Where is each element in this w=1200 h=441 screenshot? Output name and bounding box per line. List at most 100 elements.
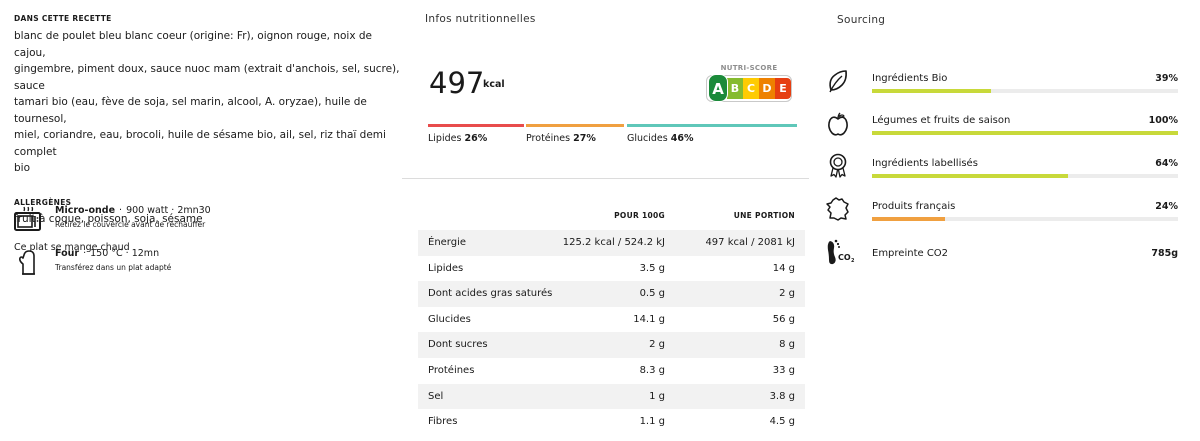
row-value-portion: 8 g	[779, 339, 795, 351]
sourcing-value: 24%	[1155, 201, 1178, 212]
table-header: Pour 100g Une portion	[418, 204, 805, 230]
sourcing-label: Ingrédients labellisés	[872, 158, 978, 169]
nutri-grade-b: B	[727, 78, 743, 99]
nutri-grade-e: E	[775, 78, 791, 99]
table-row: Glucides 14.1 g 56 g	[418, 307, 805, 333]
row-label: Fibres	[428, 416, 458, 428]
sourcing-bar-track	[872, 131, 1178, 135]
row-value-100g: 2 g	[649, 339, 665, 351]
ingredients-line: miel, coriandre, eau, brocoli, huile de …	[14, 129, 386, 158]
row-label: Dont acides gras saturés	[428, 288, 553, 300]
row-label: Lipides	[428, 262, 464, 274]
macro-name: Protéines	[526, 133, 571, 144]
macro-lipides: Lipides 26%	[428, 133, 487, 144]
row-value-100g: 8.3 g	[639, 364, 665, 376]
table-row: Lipides 3.5 g 14 g	[418, 256, 805, 282]
oven-mitt-icon	[19, 250, 35, 275]
macro-bar-glucides	[627, 124, 797, 127]
row-label: Dont sucres	[428, 339, 488, 351]
row-value-portion: 33 g	[772, 364, 795, 376]
prep-instruction: Transférez dans un plat adapté	[55, 263, 172, 272]
row-value-portion: 497 kcal / 2081 kJ	[705, 237, 795, 248]
section-divider	[402, 178, 809, 179]
nutri-grade-d: D	[759, 78, 775, 99]
row-value-100g: 1.1 g	[639, 416, 665, 428]
macro-percent: 46%	[670, 133, 694, 144]
prep-instruction: Retirez le couvercle avant de réchauffer	[55, 220, 206, 229]
sourcing-title: Sourcing	[837, 14, 886, 26]
sourcing-bar-fill	[872, 89, 992, 93]
prep-separator: ·	[119, 205, 123, 216]
macro-percent: 26%	[464, 133, 488, 144]
ingredients-line: gingembre, piment doux, sauce nuoc mam (…	[14, 63, 400, 92]
macro-bar-proteines	[526, 124, 624, 127]
microwave-icon	[14, 206, 41, 231]
nutri-grade-a: A	[708, 74, 728, 102]
row-label: Sel	[428, 390, 444, 402]
row-value-100g: 14.1 g	[633, 313, 665, 325]
ingredients-heading: Dans cette recette	[14, 14, 112, 23]
macro-proteines: Protéines 27%	[526, 133, 596, 144]
nutri-score-badge: NUTRI-SCORE A B C D E	[706, 64, 792, 102]
row-value-100g: 1 g	[649, 390, 665, 402]
table-row: Protéines 8.3 g 33 g	[418, 358, 805, 384]
france-map-icon	[826, 197, 849, 221]
sourcing-label: Légumes et fruits de saison	[872, 115, 1011, 126]
sourcing-label: Produits français	[872, 201, 956, 212]
serving-note: Ce plat se mange chaud	[14, 241, 130, 253]
header-per-portion: Une portion	[733, 211, 795, 220]
prep-detail: 150 °C · 12mn	[90, 248, 160, 259]
co2-footprint-icon: CO 2	[827, 239, 855, 265]
ingredients-line: bio	[14, 162, 31, 174]
table-row: Dont sucres 2 g 8 g	[418, 332, 805, 358]
sourcing-value: 64%	[1155, 158, 1178, 169]
row-value-portion: 56 g	[772, 313, 795, 325]
macro-percent: 27%	[573, 133, 596, 144]
prep-title: Micro-onde	[55, 205, 116, 216]
leaf-icon	[829, 70, 847, 93]
table-row: Sel 1 g 3.8 g	[418, 383, 805, 410]
table-row: Dont acides gras saturés 0.5 g 2 g	[418, 281, 805, 307]
sourcing-bar-fill	[872, 174, 1068, 178]
prep-title: Four	[55, 248, 80, 259]
nutri-score-label: NUTRI-SCORE	[720, 64, 778, 72]
row-label: Glucides	[428, 313, 471, 325]
sourcing-bar-track	[872, 174, 1178, 178]
svg-text:CO: CO	[838, 253, 851, 262]
recipe-section: Dans cette recette blanc de poulet bleu …	[14, 14, 404, 253]
header-per-100g: Pour 100g	[614, 211, 665, 220]
ingredients-line: blanc de poulet bleu blanc coeur (origin…	[14, 30, 373, 59]
row-value-100g: 3.5 g	[639, 262, 665, 274]
prep-separator: ·	[83, 248, 87, 259]
macro-bar-lipides	[428, 124, 524, 127]
row-label: Protéines	[428, 364, 475, 376]
sourcing-value: 100%	[1148, 115, 1178, 126]
row-value-portion: 14 g	[772, 262, 795, 274]
table-row: Énergie 125.2 kcal / 524.2 kJ 497 kcal /…	[418, 230, 805, 256]
prep-detail: 900 watt · 2mn30	[126, 205, 211, 216]
sourcing-label: Empreinte CO2	[872, 248, 949, 259]
ingredients-line: tamari bio (eau, fève de soja, sel marin…	[14, 96, 367, 125]
apple-icon	[828, 112, 848, 136]
nutrition-title: Infos nutritionnelles	[425, 13, 536, 25]
nutri-grade-c: C	[743, 78, 759, 99]
row-value-portion: 3.8 g	[769, 390, 795, 402]
row-label: Énergie	[428, 237, 467, 248]
sourcing-bar-track	[872, 89, 1178, 93]
row-value-portion: 4.5 g	[769, 416, 795, 428]
allergens-heading: Allergènes	[14, 197, 72, 207]
award-ribbon-icon	[829, 153, 847, 178]
sourcing-value: 785g	[1151, 248, 1178, 259]
sourcing-bar-fill	[872, 217, 946, 221]
svg-text:2: 2	[851, 258, 855, 264]
sourcing-value: 39%	[1155, 73, 1178, 84]
prep-microwave: Micro-onde · 900 watt · 2mn30 Retirez le c…	[14, 205, 211, 235]
kcal-unit: kcal	[483, 79, 505, 90]
prep-oven: Four · 150 °C · 12mn Transférez dans un pl…	[14, 248, 171, 278]
macro-name: Glucides	[627, 133, 668, 144]
macro-glucides: Glucides 46%	[627, 133, 694, 144]
row-value-100g: 0.5 g	[639, 288, 665, 300]
allergens-list: fruit à coque, poisson, soja, sésame	[14, 212, 203, 225]
sourcing-bar-track	[872, 217, 1178, 221]
macro-name: Lipides	[428, 133, 462, 144]
